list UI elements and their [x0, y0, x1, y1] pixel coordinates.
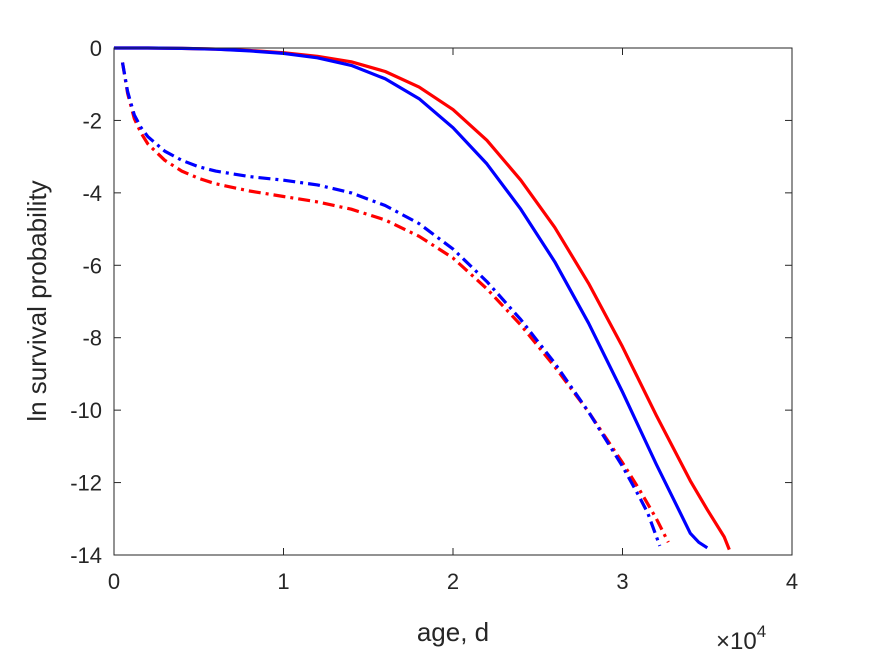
curves-layer [114, 46, 731, 551]
x-exponent-power: 4 [757, 622, 766, 641]
x-axis-label: age, d [417, 617, 489, 647]
y-tick-label: -14 [70, 543, 102, 568]
y-tick-label: -8 [82, 326, 102, 351]
x-tick-label: 2 [447, 569, 459, 594]
x-axis: 0 1 2 3 4 [108, 48, 798, 594]
series-line-4 [120, 62, 662, 547]
x-exponent-label: ×104 [716, 622, 766, 655]
y-tick-label: -4 [82, 181, 102, 206]
y-tick-label: -2 [82, 108, 102, 133]
y-axis-label: ln survival probability [22, 180, 52, 421]
y-tick-label: -12 [70, 471, 102, 496]
y-tick-label: 0 [90, 36, 102, 61]
y-tick-label: -10 [70, 398, 102, 423]
x-tick-label: 4 [786, 569, 798, 594]
y-tick-label: -6 [82, 253, 102, 278]
series-line-2 [114, 46, 709, 550]
y-axis: 0 -2 -4 -6 -8 -10 -12 -14 [70, 36, 792, 568]
x-tick-label: 0 [108, 569, 120, 594]
x-exponent-base: ×10 [716, 628, 757, 655]
x-tick-label: 3 [616, 569, 628, 594]
x-tick-label: 1 [277, 569, 289, 594]
plot-background [114, 48, 792, 555]
